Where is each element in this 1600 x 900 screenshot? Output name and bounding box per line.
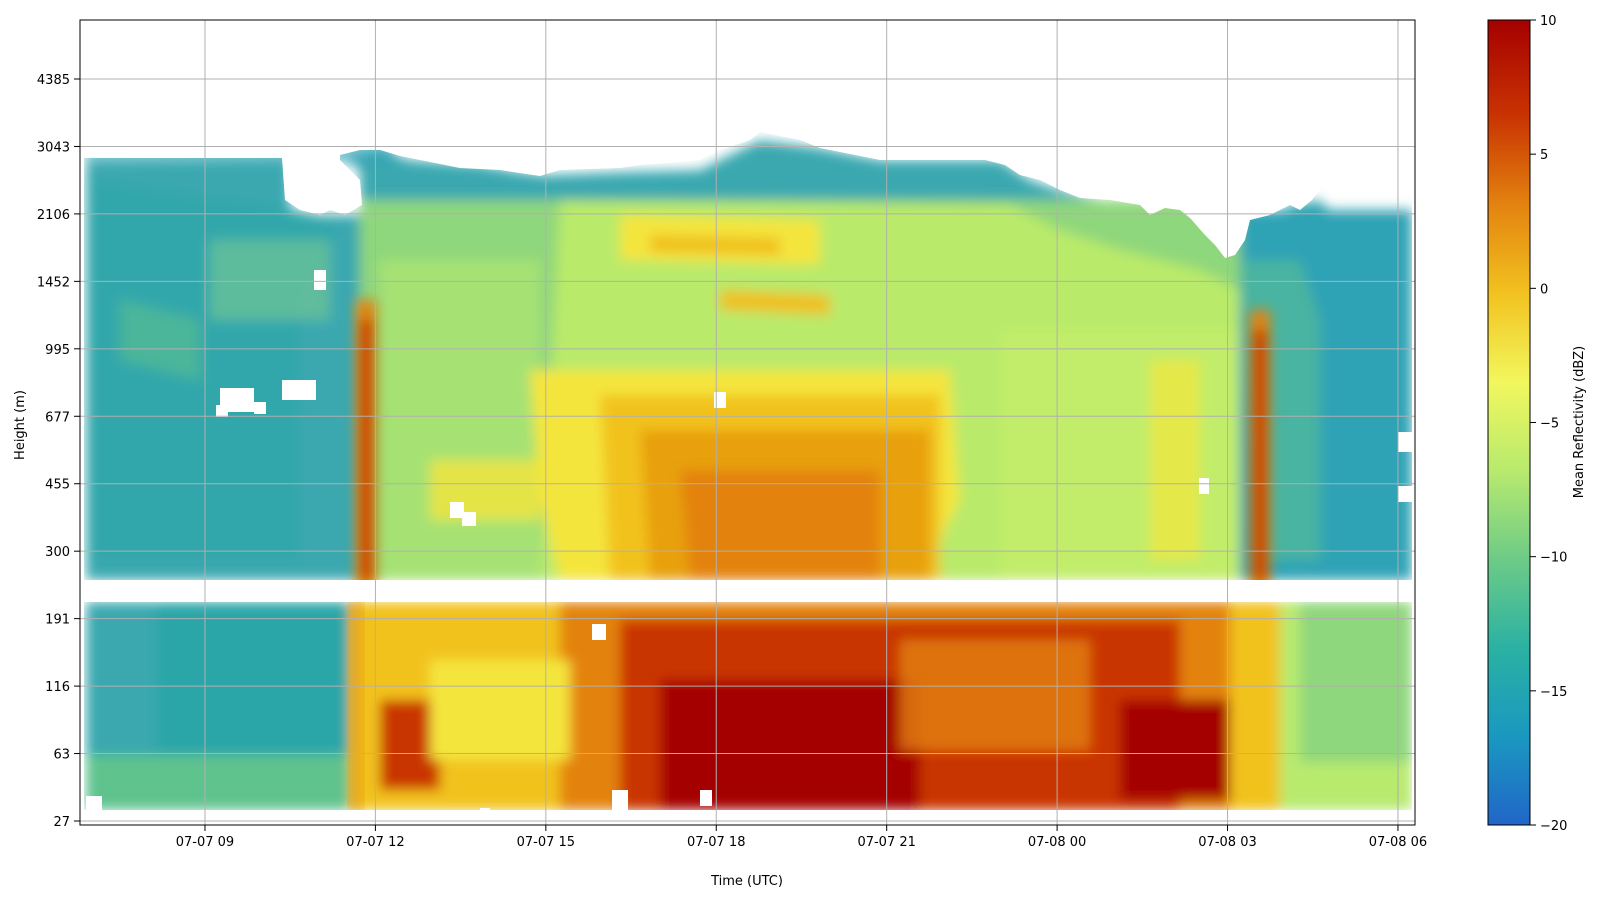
x-tick-label: 07-08 06 (1369, 835, 1427, 850)
colorbar-tick-label: 0 (1540, 282, 1548, 297)
x-axis: 07-07 09 07-07 12 07-07 15 07-07 18 07-07 21… (176, 825, 1427, 850)
x-tick-label: 07-07 09 (176, 835, 234, 850)
y-tick-label: 300 (45, 545, 70, 560)
y-tick-label: 3043 (37, 140, 70, 155)
y-tick-label: 4385 (37, 73, 70, 88)
y-tick-label: 191 (45, 613, 70, 628)
colorbar-tick-label: 5 (1540, 148, 1548, 163)
y-tick-label: 116 (45, 680, 70, 695)
x-tick-label: 07-07 18 (687, 835, 745, 850)
x-axis-label: Time (UTC) (710, 874, 783, 889)
y-tick-label: 27 (53, 815, 70, 830)
x-tick-label: 07-08 00 (1028, 835, 1086, 850)
y-tick-label: 63 (53, 748, 70, 763)
colorbar-ticks: 10 5 0 −5 −10 −15 −20 (1530, 14, 1567, 834)
y-tick-label: 1452 (37, 275, 70, 290)
x-tick-label: 07-07 12 (346, 835, 404, 850)
heatmap-upper (84, 20, 1412, 590)
colorbar-tick-label: −5 (1540, 417, 1559, 432)
y-tick-label: 995 (45, 343, 70, 358)
colorbar (1487, 19, 1531, 826)
colorbar-label: Mean Reflectivity (dBZ) (1572, 346, 1587, 499)
colorbar-tick-label: −20 (1540, 819, 1567, 834)
x-tick-label: 07-08 03 (1198, 835, 1256, 850)
colorbar-tick-label: −10 (1540, 551, 1567, 566)
y-axis-label: Height (m) (13, 390, 28, 460)
x-tick-label: 07-07 15 (517, 835, 575, 850)
heatmap-lower (84, 580, 1412, 820)
y-axis: 27 63 116 191 300 455 677 995 1452 2106 3043 4385 (37, 73, 80, 830)
x-tick-label: 07-07 21 (857, 835, 915, 850)
axes-frame (79, 19, 1416, 826)
y-tick-label: 677 (45, 410, 70, 425)
grid-lines (80, 20, 1415, 825)
y-tick-label: 2106 (37, 208, 70, 223)
y-tick-label: 455 (45, 478, 70, 493)
colorbar-tick-label: 10 (1540, 14, 1557, 29)
colorbar-tick-label: −15 (1540, 685, 1567, 700)
